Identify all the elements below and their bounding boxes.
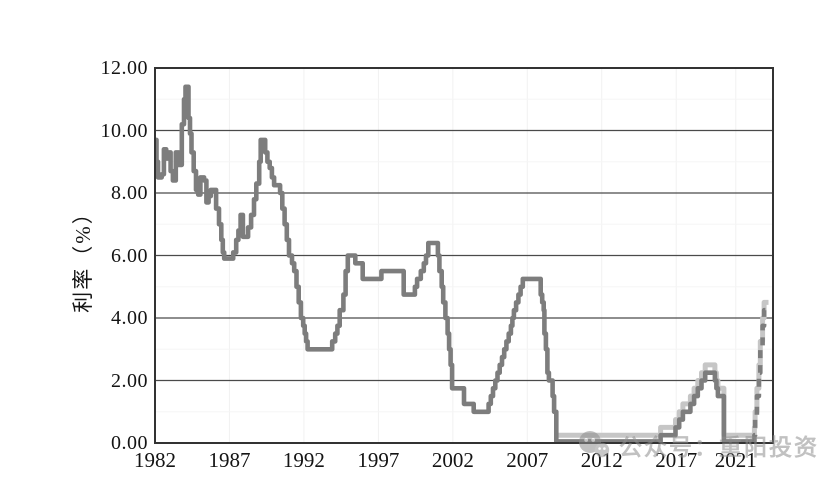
y-tick-label: 8.00 [111, 182, 148, 204]
x-tick-label: 1997 [357, 448, 400, 472]
x-tick-label: 2002 [431, 448, 474, 472]
y-tick-label: 10.00 [100, 119, 148, 142]
y-tick-label: 2.00 [111, 369, 148, 392]
x-tick-label: 2012 [580, 448, 623, 472]
dark-gray-dashed-tail-lower-bound [752, 307, 767, 444]
y-tick-label: 0.00 [111, 432, 148, 454]
dark-gray-line-target-rate [154, 84, 754, 444]
x-tick-label: 2017 [655, 448, 698, 472]
plot-border [154, 67, 774, 444]
light-gray-line-upper-bound [556, 299, 769, 438]
x-tick-label: 2007 [506, 448, 549, 472]
x-tick-label: 1982 [134, 448, 176, 472]
y-tick-label: 4.00 [111, 307, 148, 329]
y-tick-label: 6.00 [111, 244, 148, 267]
x-tick-label: 1992 [282, 448, 325, 472]
x-tick-label: 2021 [714, 448, 757, 472]
y-tick-label: 12.00 [100, 57, 148, 79]
x-tick-label: 1987 [208, 448, 251, 472]
